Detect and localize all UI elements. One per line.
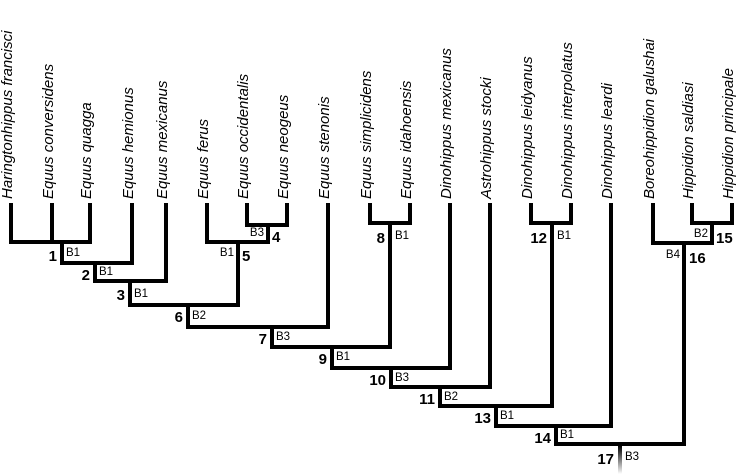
taxon-label: Astrohippus stocki bbox=[478, 77, 495, 200]
taxon-label: Equus ferus bbox=[195, 118, 212, 199]
branch-node-12 bbox=[529, 203, 573, 225]
taxon-label: Hippidion principale bbox=[720, 68, 737, 199]
taxon-label: Equus simplicidens bbox=[358, 70, 375, 199]
bremer-support-label: B4 bbox=[666, 249, 681, 261]
node-number: 12 bbox=[530, 230, 547, 247]
node-number: 4 bbox=[272, 229, 281, 246]
bremer-support-label: B2 bbox=[192, 310, 206, 322]
node-number: 9 bbox=[319, 351, 327, 368]
node-number: 6 bbox=[175, 309, 183, 326]
bremer-support-label: B1 bbox=[66, 247, 80, 259]
taxon-label: Equus occidentalis bbox=[235, 73, 252, 199]
branch-node-8 bbox=[368, 203, 412, 225]
branch-node-4 bbox=[245, 203, 289, 227]
branch-node-1 bbox=[9, 203, 92, 244]
bremer-support-label: B1 bbox=[557, 230, 571, 242]
taxon-label: Boreohippidion galushai bbox=[641, 38, 658, 199]
bremer-support-label: B1 bbox=[220, 247, 234, 259]
root-stem bbox=[618, 446, 622, 474]
taxon-label: Equus quagga bbox=[78, 102, 95, 199]
taxon-label: Equus stenonis bbox=[316, 96, 333, 199]
bremer-support-label: B1 bbox=[500, 410, 514, 422]
node-number: 8 bbox=[377, 230, 385, 247]
node-number: 11 bbox=[419, 391, 435, 408]
taxon-label: Equus mexicanus bbox=[154, 80, 171, 199]
taxon-label: Hippidion saldiasi bbox=[680, 82, 697, 199]
taxon-label: Equus hemionus bbox=[120, 87, 137, 199]
taxon-label: Equus conversidens bbox=[40, 63, 57, 199]
branch-node-14 bbox=[494, 203, 613, 428]
taxon-label: Equus neogeus bbox=[275, 94, 292, 199]
node-number: 17 bbox=[597, 451, 614, 468]
bremer-support-label: B3 bbox=[250, 227, 264, 239]
node-number: 1 bbox=[49, 248, 57, 265]
branch-node-15 bbox=[690, 203, 734, 225]
node-number: 7 bbox=[259, 331, 267, 348]
bremer-support-label: B1 bbox=[134, 288, 148, 300]
bremer-support-label: B2 bbox=[444, 391, 458, 403]
node-number: 16 bbox=[689, 250, 706, 267]
node-number: 15 bbox=[716, 230, 733, 247]
taxon-labels: Haringtonhippus francisci Equus conversid… bbox=[0, 30, 737, 200]
node-number: 13 bbox=[474, 410, 491, 427]
node-number: 14 bbox=[534, 430, 551, 447]
branch-node-13 bbox=[438, 221, 554, 408]
bremer-support-label: B1 bbox=[560, 429, 574, 441]
taxon-label: Haringtonhippus francisci bbox=[0, 30, 16, 199]
taxon-label: Dinohippus leidyanus bbox=[519, 56, 536, 199]
branch-node-17 bbox=[554, 241, 686, 446]
taxon-label: Equus idahoensis bbox=[398, 80, 415, 199]
taxon-label: Dinohippus leardi bbox=[599, 82, 616, 199]
node-number: 2 bbox=[82, 267, 90, 284]
branches bbox=[9, 203, 734, 474]
branch-node-7 bbox=[186, 203, 330, 329]
bremer-support-label: B1 bbox=[336, 351, 350, 363]
bremer-support-label: B3 bbox=[625, 451, 639, 463]
bremer-support-label: B1 bbox=[395, 230, 409, 242]
taxon-label: Dinohippus interpolatus bbox=[559, 42, 576, 199]
node-number: 10 bbox=[369, 372, 386, 389]
node-number: 3 bbox=[117, 287, 125, 304]
node-number: 5 bbox=[242, 248, 250, 265]
branch-node-6 bbox=[128, 240, 240, 307]
bremer-support-label: B3 bbox=[276, 331, 290, 343]
bremer-support-label: B3 bbox=[395, 372, 409, 384]
bremer-support-label: B1 bbox=[99, 266, 113, 278]
taxon-label: Dinohippus mexicanus bbox=[438, 48, 455, 199]
bremer-support-label: B2 bbox=[694, 228, 708, 240]
